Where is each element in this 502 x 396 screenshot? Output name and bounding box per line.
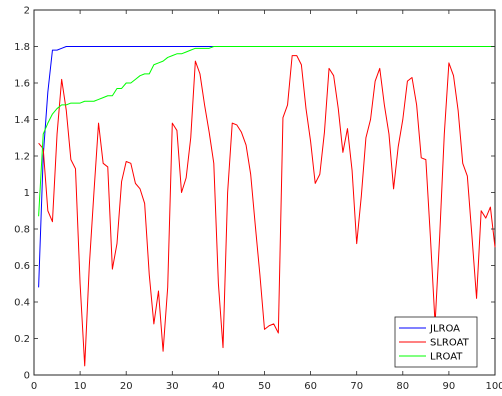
x-tick-label: 50 [258, 381, 271, 392]
x-tick-label: 80 [396, 381, 409, 392]
series-line-slroat [38, 55, 496, 367]
x-tick-label: 70 [350, 381, 363, 392]
series-line-lroat [38, 46, 495, 217]
legend-label-slroat: SLROAT [430, 338, 470, 349]
y-tick-label: 1 [24, 188, 30, 199]
x-tick-label: 90 [443, 381, 456, 392]
y-tick-label: 0.2 [14, 334, 30, 345]
x-tick-label: 100 [485, 381, 502, 392]
x-tick-label: 30 [166, 381, 179, 392]
series-line-jlroa [38, 46, 495, 288]
legend-label-jlroa: JLROA [429, 324, 460, 335]
y-tick-label: 0.8 [14, 225, 30, 236]
x-tick-label: 60 [304, 381, 317, 392]
plot-area [33, 9, 496, 376]
x-tick-label: 10 [74, 381, 87, 392]
tick-layer: 0 10 20 30 40 50 60 70 80 90 100 0 0.2 0.4 0.6 0.8 1 1.2 1… [14, 6, 502, 393]
y-tick-label: 1.8 [14, 42, 30, 53]
y-tick-label: 0.4 [14, 298, 30, 309]
series-layer [38, 46, 496, 367]
x-tick-label: 0 [31, 381, 37, 392]
legend: JLROA SLROAT LROAT [394, 316, 478, 368]
legend-label-lroat: LROAT [430, 352, 463, 363]
y-tick-label: 1.6 [14, 79, 30, 90]
y-tick-label: 2 [24, 6, 30, 17]
x-tick-label: 20 [120, 381, 133, 392]
y-tick-label: 1.2 [14, 152, 30, 163]
y-tick-label: 0 [24, 371, 30, 382]
y-tick-label: 0.6 [14, 261, 30, 272]
x-tick-label: 40 [212, 381, 225, 392]
y-tick-label: 1.4 [14, 115, 30, 126]
